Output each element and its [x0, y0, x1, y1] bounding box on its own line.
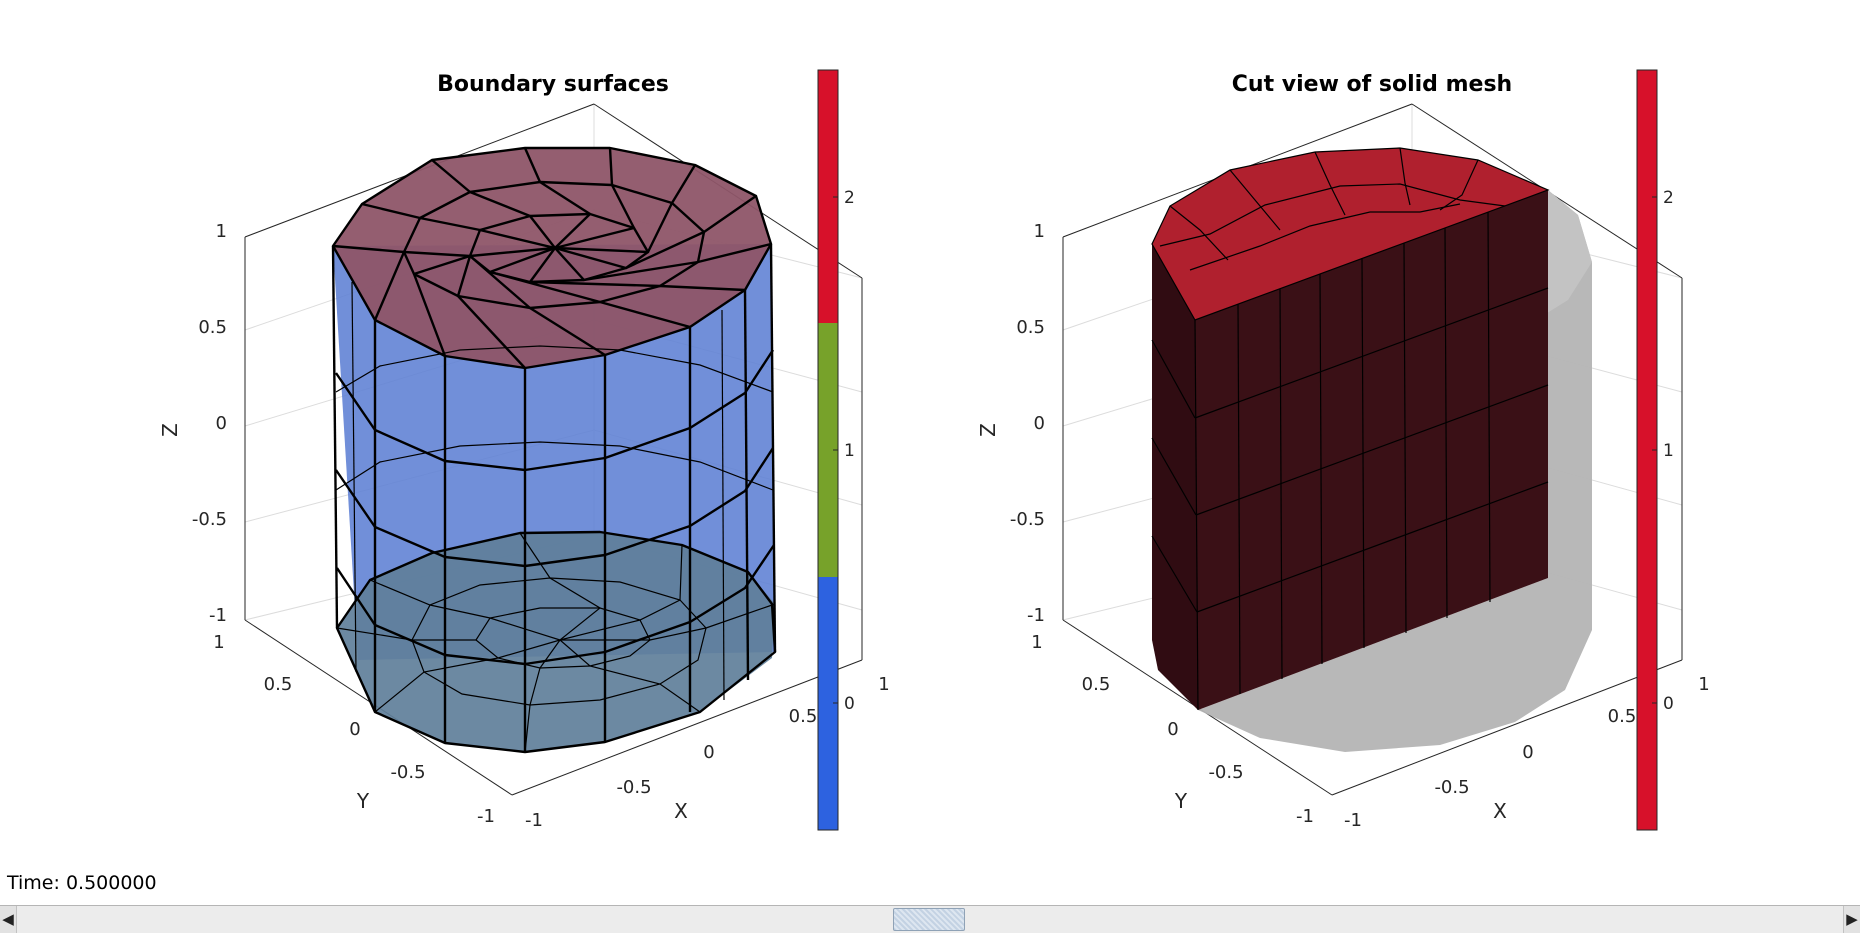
y-tick-label: -0.5 — [1208, 762, 1243, 783]
y-tick-label: 0 — [1167, 719, 1178, 740]
z-tick-label: -0.5 — [1010, 509, 1045, 530]
y-tick-label: 0 — [349, 719, 360, 740]
x-tick-label: -1 — [525, 810, 543, 831]
x-tick-label: 0 — [1522, 742, 1533, 763]
solid-top-face — [1152, 148, 1548, 320]
right-axes: Cut view of solid mesh 1 0.5 0 -0.5 -1 Z… — [976, 72, 1710, 831]
cut-face-grid — [1151, 211, 1549, 711]
left-x-axis-label: X — [674, 799, 688, 823]
scroll-thumb-icon[interactable] — [893, 908, 965, 931]
right-solid-mesh — [1151, 147, 1592, 752]
scroll-left-arrow-icon[interactable]: ◀ — [0, 906, 17, 933]
colorbar-segment — [818, 70, 838, 323]
z-tick-label: 0.5 — [198, 317, 227, 338]
left-cylinder-bottom — [337, 532, 775, 752]
z-tick-label: -1 — [1027, 605, 1045, 626]
x-tick-label: -0.5 — [616, 777, 651, 798]
colorbar-tick-label: 1 — [844, 441, 855, 461]
right-x-ticks: -1 -0.5 0 0.5 1 — [1344, 674, 1710, 831]
z-tick-label: 1 — [1034, 221, 1045, 242]
right-y-ticks: 1 0.5 0 -0.5 -1 — [1031, 632, 1314, 827]
right-axes-title: Cut view of solid mesh — [1232, 72, 1512, 97]
left-x-ticks: -1 -0.5 0 0.5 1 — [525, 674, 890, 831]
z-tick-label: 1 — [216, 221, 227, 242]
colorbar-tick-label: 2 — [844, 188, 855, 208]
left-cylinder-mesh — [331, 146, 777, 754]
colorbar-tick-label: 1 — [1663, 441, 1674, 461]
x-tick-label: -1 — [1344, 810, 1362, 831]
y-tick-label: 0.5 — [1082, 674, 1111, 695]
x-tick-label: 1 — [1698, 674, 1709, 695]
scroll-right-arrow-icon[interactable]: ▶ — [1843, 906, 1860, 933]
time-label: Time: 0.500000 — [7, 872, 157, 894]
right-z-axis-label: Z — [976, 423, 1000, 437]
left-colorbar: 2 1 0 — [817, 69, 855, 831]
right-z-ticks: 1 0.5 0 -0.5 -1 — [1010, 221, 1045, 626]
left-axes: Boundary surfaces 1 0.5 0 -0.5 -1 Z 1 0.… — [158, 72, 890, 831]
colorbar-tick-label: 0 — [844, 694, 855, 714]
z-tick-label: 0.5 — [1016, 317, 1045, 338]
left-z-axis-label: Z — [158, 423, 182, 437]
x-tick-label: -0.5 — [1434, 777, 1469, 798]
y-tick-label: -0.5 — [390, 762, 425, 783]
x-tick-label: 0.5 — [1608, 706, 1637, 727]
right-colorbar: 2 1 0 — [1636, 69, 1674, 831]
z-tick-label: 0 — [1034, 413, 1045, 434]
colorbar-segment — [1637, 70, 1657, 830]
y-tick-label: -1 — [477, 806, 495, 827]
left-axes-title: Boundary surfaces — [437, 72, 669, 97]
x-tick-label: 0.5 — [789, 706, 818, 727]
y-tick-label: 1 — [1031, 632, 1042, 653]
time-scrollbar[interactable]: ◀ ▶ — [0, 905, 1860, 933]
y-tick-label: 0.5 — [264, 674, 293, 695]
y-tick-label: 1 — [213, 632, 224, 653]
left-y-axis-label: Y — [356, 789, 370, 813]
ghost-half-cylinder — [1198, 190, 1592, 752]
z-tick-label: -0.5 — [192, 509, 227, 530]
right-x-axis-label: X — [1493, 799, 1507, 823]
x-tick-label: 0 — [703, 742, 714, 763]
left-y-ticks: 1 0.5 0 -0.5 -1 — [213, 632, 495, 827]
z-tick-label: 0 — [216, 413, 227, 434]
colorbar-tick-label: 0 — [1663, 694, 1674, 714]
x-tick-label: 1 — [878, 674, 889, 695]
colorbar-segment — [818, 577, 838, 830]
y-tick-label: -1 — [1296, 806, 1314, 827]
colorbar-segment — [818, 323, 838, 577]
right-y-axis-label: Y — [1174, 789, 1188, 813]
colorbar-tick-label: 2 — [1663, 188, 1674, 208]
z-tick-label: -1 — [209, 605, 227, 626]
left-z-ticks: 1 0.5 0 -0.5 -1 — [192, 221, 227, 626]
left-cylinder-top — [333, 148, 771, 368]
